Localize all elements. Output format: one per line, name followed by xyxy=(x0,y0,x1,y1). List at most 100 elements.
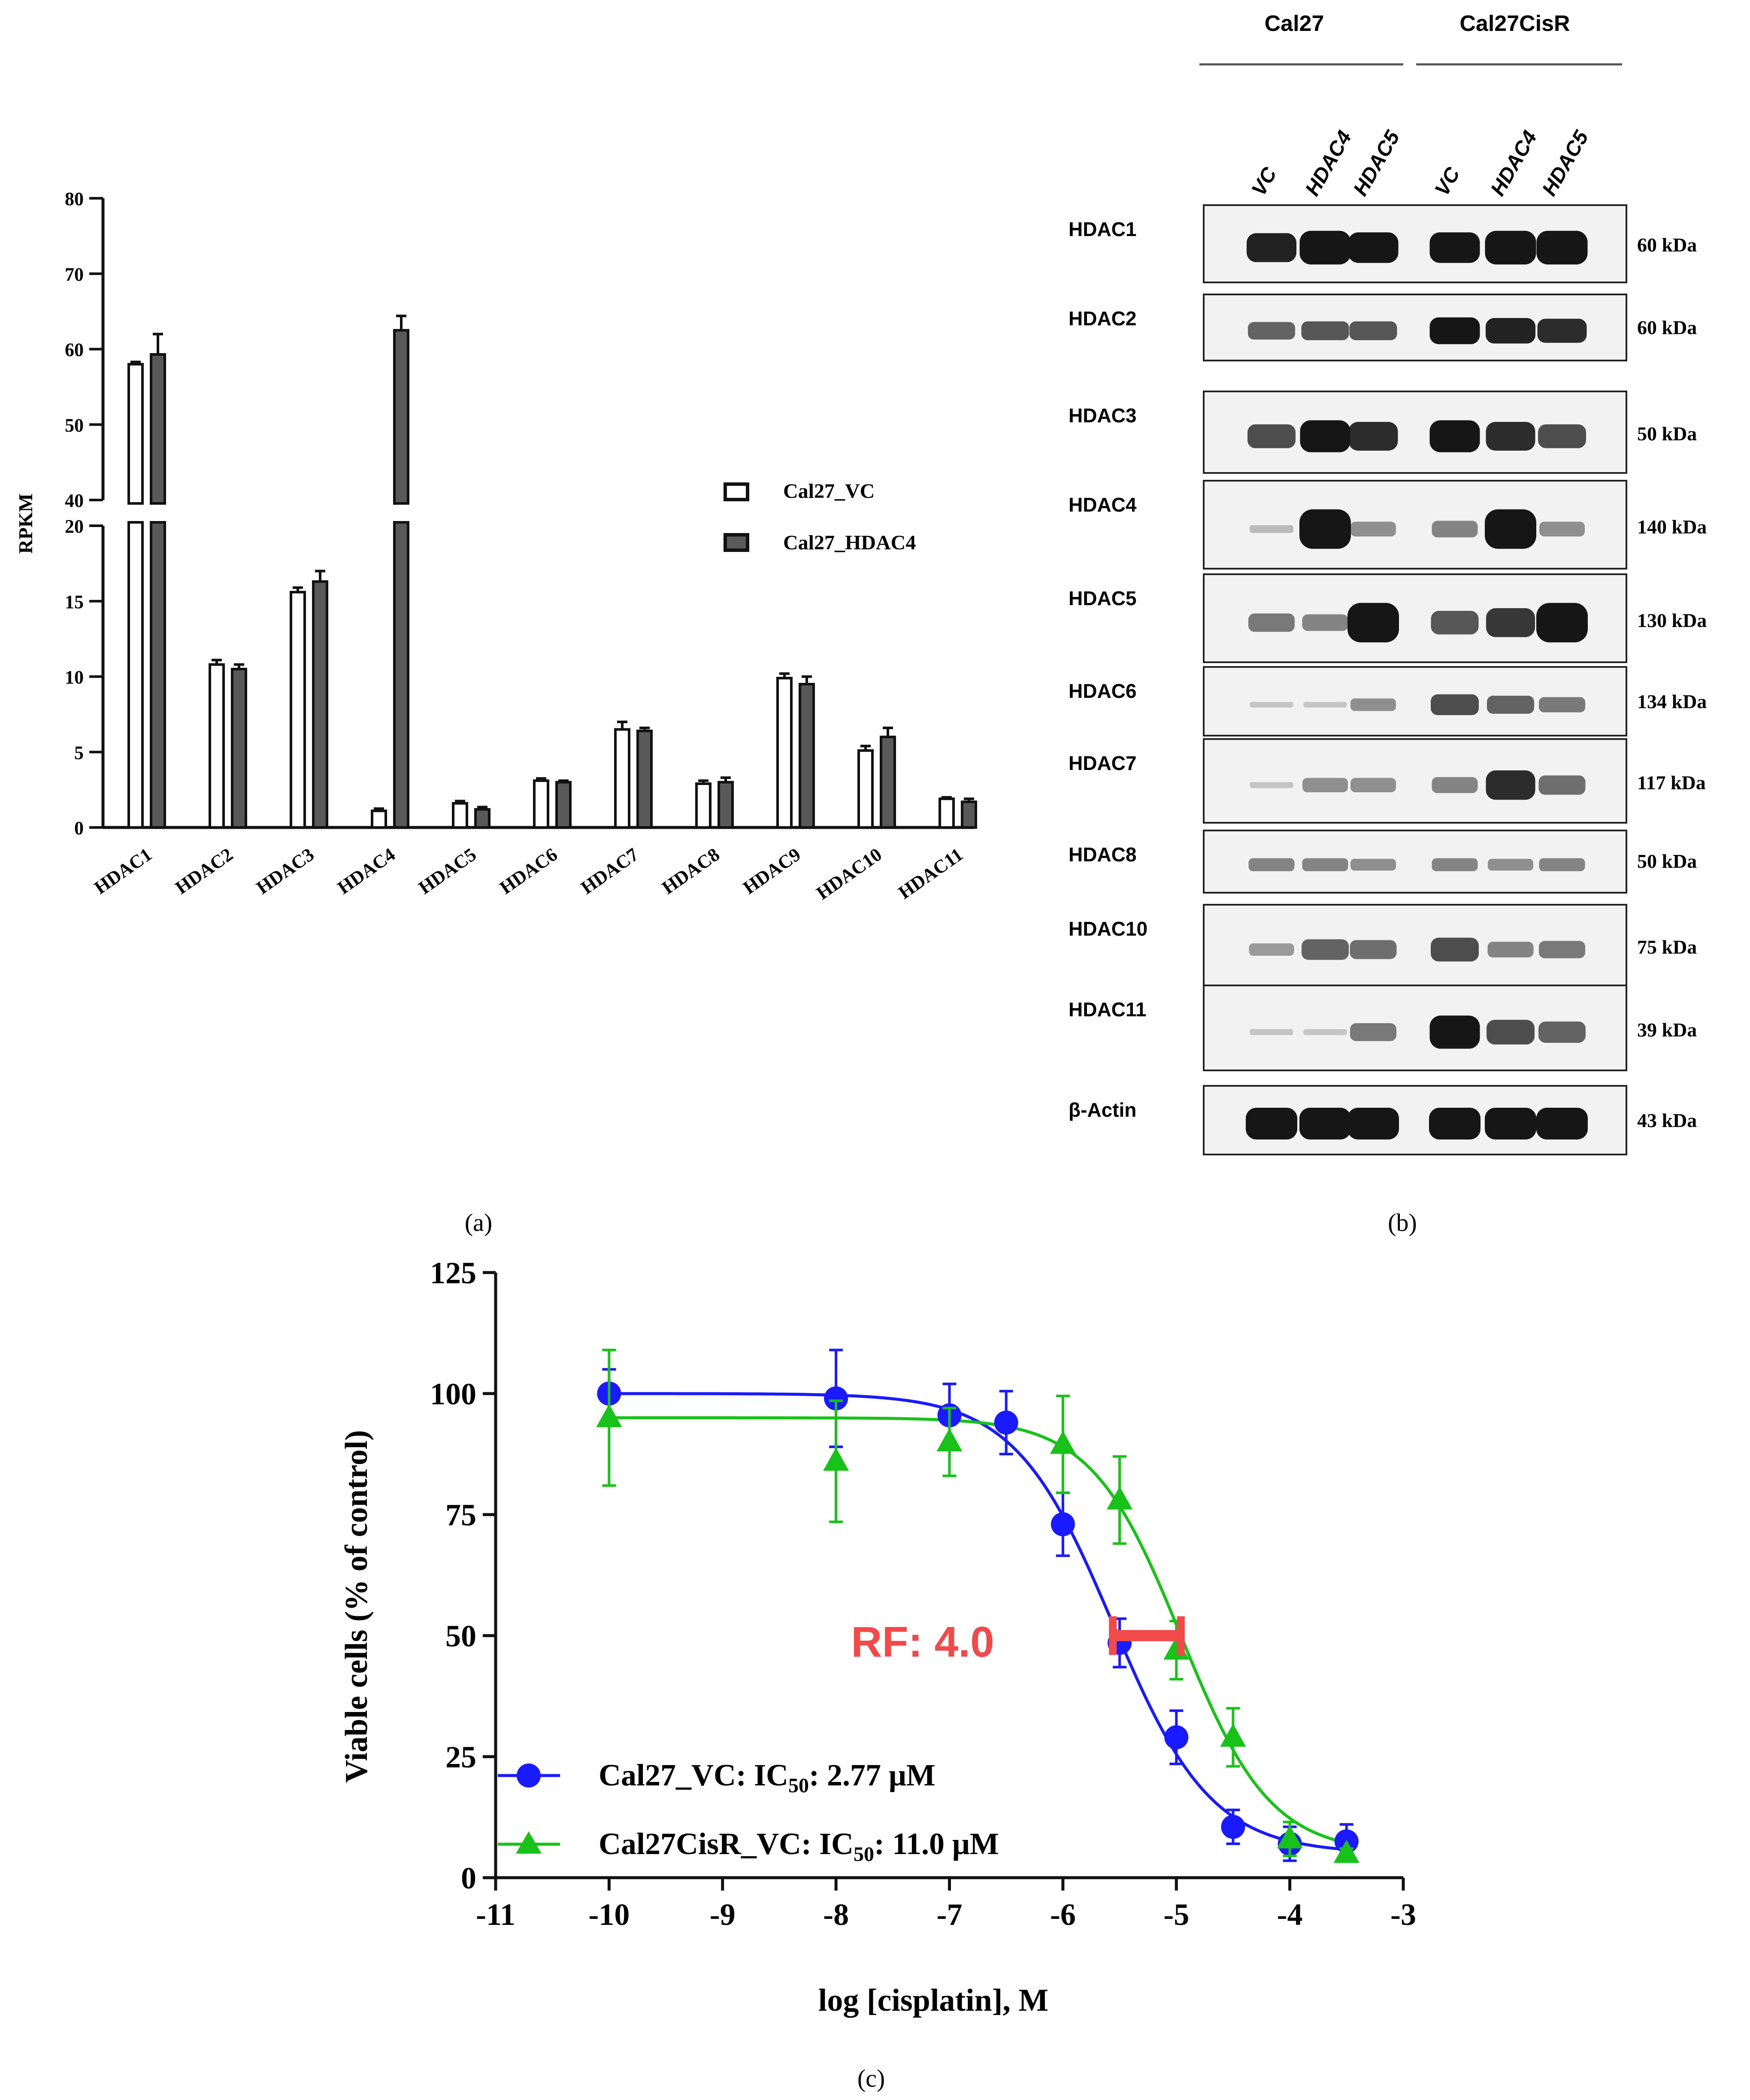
blot-protein-label: HDAC11 xyxy=(1069,998,1147,1021)
data-point-Cal27CisR_VC xyxy=(1220,1723,1246,1747)
blot-band-HDAC2-lane-1 xyxy=(1248,322,1295,340)
blot-size-label: 130 kDa xyxy=(1637,609,1707,631)
blot-band-HDAC2-lane-6 xyxy=(1537,318,1587,343)
blot-lane-label: HDAC4 xyxy=(1301,127,1356,200)
curve-x-tick-label: -5 xyxy=(1163,1897,1189,1932)
blot-band-HDAC4-lane-3 xyxy=(1350,521,1396,537)
curve-y-tick-label: 125 xyxy=(430,1256,476,1290)
blot-size-label: 60 kDa xyxy=(1637,234,1697,256)
curve-x-tick-label: -8 xyxy=(823,1897,849,1932)
legend-label-hdac4: Cal27_HDAC4 xyxy=(783,531,916,554)
bar-Cal27_HDAC4-HDAC4-upper xyxy=(393,329,409,505)
blot-band-HDAC11-lane-5 xyxy=(1487,1020,1535,1045)
legend-label-vc: Cal27_VC xyxy=(783,480,875,503)
bar-y-axis-label: RPKM xyxy=(15,494,36,554)
blot-band-HDAC5-lane-2 xyxy=(1302,614,1348,631)
blot-band-HDAC1-lane-4 xyxy=(1429,232,1480,263)
bar-Cal27_HDAC4-HDAC9 xyxy=(799,683,815,829)
blot-group-label-cal27cisr: Cal27CisR xyxy=(1459,11,1570,36)
blot-band-HDAC8-lane-4 xyxy=(1432,858,1478,871)
bar-Cal27_VC-HDAC3 xyxy=(290,591,306,829)
bar-Cal27_VC-HDAC10 xyxy=(857,749,874,829)
blot-band-HDAC3-lane-1 xyxy=(1247,424,1296,448)
fit-curve-Cal27CisR_VC xyxy=(609,1416,1347,1845)
curve-data-points xyxy=(596,1348,1359,1863)
bar-y-tick-label: 10 xyxy=(65,667,84,688)
blot-protein-label: HDAC2 xyxy=(1069,307,1136,330)
blot-band-HDAC1-lane-2 xyxy=(1299,230,1351,265)
curve-y-tick-label: 50 xyxy=(445,1619,476,1653)
data-point-Cal27_VC xyxy=(824,1386,848,1411)
blot-band-HDAC5-lane-5 xyxy=(1486,608,1535,637)
bar-Cal27_HDAC4-HDAC7 xyxy=(636,730,653,829)
bar-Cal27_VC-HDAC5 xyxy=(452,802,468,829)
blot-band-HDAC3-lane-5 xyxy=(1486,422,1535,451)
blot-size-label: 60 kDa xyxy=(1637,316,1697,338)
bar-y-tick-label: 50 xyxy=(65,415,84,436)
blot-protein-label: HDAC1 xyxy=(1069,218,1136,240)
blot-band-HDAC7-lane-5 xyxy=(1486,770,1535,800)
blot-rows: HDAC1 60 kDa HDAC2 60 kDa HDAC3 50 kDa HDAC4 14… xyxy=(1069,204,1707,1155)
rf-annotation: RF: 4.0 xyxy=(851,1618,994,1666)
blot-band-HDAC4-lane-4 xyxy=(1432,521,1478,538)
data-point-Cal27CisR_VC xyxy=(1107,1486,1133,1510)
legend-text-vc: Cal27_VC: IC50: 2.77 μM xyxy=(599,1758,936,1797)
blot-lane-label: HDAC5 xyxy=(1538,127,1593,200)
blot-band-β-Actin-lane-2 xyxy=(1299,1108,1351,1139)
blot-size-label: 117 kDa xyxy=(1637,772,1706,794)
blot-band-HDAC1-lane-5 xyxy=(1485,230,1536,265)
blot-lane-label: VC xyxy=(1431,163,1465,200)
bar-y-tick-label: 5 xyxy=(74,742,84,763)
bar-Cal27_HDAC4-HDAC11 xyxy=(961,800,977,829)
blot-band-HDAC5-lane-1 xyxy=(1248,613,1295,632)
bar-axes: 40 50 60 70 80 0 5 10 15 20 xyxy=(65,188,974,839)
blot-band-HDAC6-lane-2 xyxy=(1303,702,1347,708)
blot-band-HDAC4-lane-1 xyxy=(1250,525,1293,533)
blot-size-label: 134 kDa xyxy=(1637,691,1707,712)
bar-Cal27_HDAC4-HDAC4-lower xyxy=(393,521,409,829)
bar-series xyxy=(127,315,977,829)
bar-category-label: HDAC1 xyxy=(90,844,155,898)
blot-band-HDAC8-lane-6 xyxy=(1539,858,1585,871)
curve-y-axis-label: Viable cells (% of control) xyxy=(339,1430,374,1783)
blot-band-HDAC2-lane-4 xyxy=(1429,317,1480,344)
curve-x-axis-label: log [cisplatin], M xyxy=(818,1983,1048,2018)
bar-Cal27_VC-HDAC6 xyxy=(533,779,549,829)
blot-band-HDAC10-lane-2 xyxy=(1302,939,1349,960)
curve-axes: 0 25 50 75 100 125 -11 -10 -9 -8 -7 -6 -5 -4 -3 xyxy=(430,1256,1416,1932)
bar-category-label: HDAC3 xyxy=(252,844,318,898)
bar-Cal27_HDAC4-HDAC2 xyxy=(231,667,247,829)
blot-protein-label: HDAC10 xyxy=(1069,918,1147,940)
blot-band-β-Actin-lane-1 xyxy=(1246,1108,1297,1139)
curve-legend: Cal27_VC: IC50: 2.77 μM Cal27CisR_VC: IC… xyxy=(498,1758,999,1866)
blot-band-HDAC1-lane-1 xyxy=(1247,233,1296,262)
legend-swatch-hdac4 xyxy=(724,533,749,552)
blot-band-HDAC3-lane-2 xyxy=(1300,420,1350,452)
bar-Cal27_HDAC4-HDAC6 xyxy=(555,781,572,829)
blot-band-HDAC7-lane-3 xyxy=(1350,778,1396,792)
bar-category-label: HDAC10 xyxy=(812,844,885,904)
bar-Cal27_VC-HDAC4 xyxy=(371,809,387,829)
bar-Cal27_HDAC4-HDAC1-lower xyxy=(150,521,166,829)
blot-size-label: 75 kDa xyxy=(1637,936,1697,958)
blot-size-label: 50 kDa xyxy=(1637,850,1697,872)
data-point-Cal27_VC xyxy=(1164,1725,1189,1749)
bar-category-label: HDAC7 xyxy=(577,844,642,898)
blot-protein-label: HDAC8 xyxy=(1069,843,1136,866)
blot-band-HDAC10-lane-1 xyxy=(1249,943,1294,956)
blot-size-label: 43 kDa xyxy=(1637,1109,1697,1131)
bar-category-label: HDAC2 xyxy=(171,844,236,898)
blot-band-HDAC11-lane-3 xyxy=(1350,1023,1396,1041)
blot-group-label-cal27: Cal27 xyxy=(1265,11,1324,36)
panel-c-dose-response: Viable cells (% of control) log [cisplat… xyxy=(339,1256,1416,2092)
blot-band-HDAC4-lane-2 xyxy=(1299,509,1351,549)
blot-band-HDAC5-lane-6 xyxy=(1536,603,1588,642)
blot-band-β-Actin-lane-3 xyxy=(1347,1108,1399,1139)
blot-lane-label: HDAC5 xyxy=(1349,127,1405,200)
bar-y-tick-label: 15 xyxy=(65,591,84,612)
bar-Cal27_HDAC4-HDAC10 xyxy=(880,736,896,829)
bar-category-labels: HDAC1 HDAC2 HDAC3 HDAC4 HDAC5 HDAC6 HDAC7 HDAC8… xyxy=(90,844,966,904)
blot-size-label: 140 kDa xyxy=(1637,516,1707,538)
